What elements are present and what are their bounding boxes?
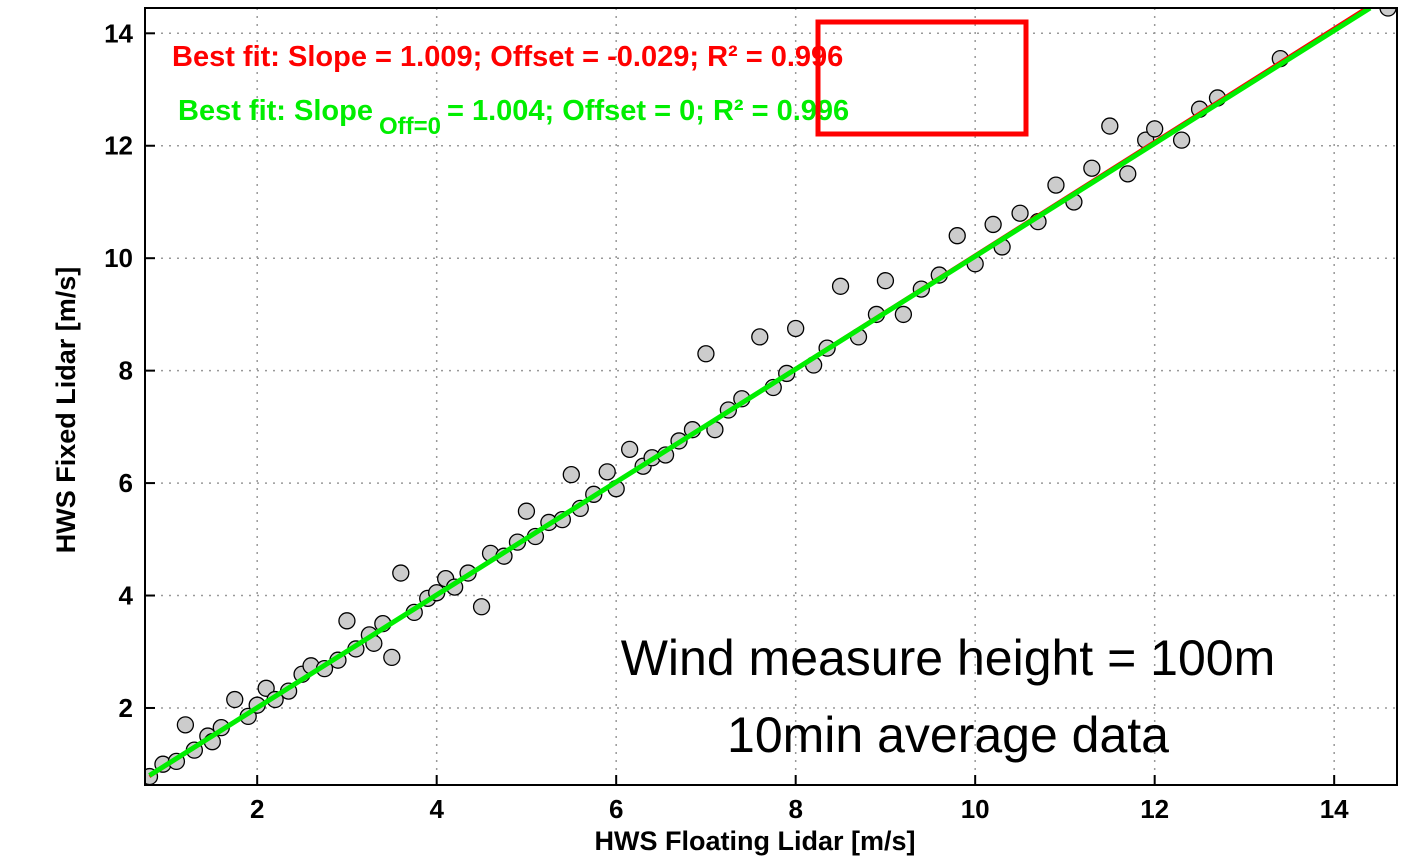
- grid: [145, 8, 1397, 785]
- y-axis-label: HWS Fixed Lidar [m/s]: [51, 267, 81, 554]
- point: [338, 612, 356, 630]
- point: [1011, 204, 1029, 222]
- fit-text: = 1.004; Offset = 0;: [447, 95, 705, 127]
- plot-frame: [144, 7, 1398, 786]
- y-tick-label: 4: [119, 581, 134, 611]
- point: [517, 502, 536, 520]
- fit-label: Best fit: Slope Off=0 = 1.004; Offset = 0;…: [178, 95, 849, 140]
- fit-r2: R² = 0.996: [713, 95, 849, 127]
- y-tick-label: 10: [104, 243, 133, 273]
- x-axis-label: HWS Floating Lidar [m/s]: [595, 826, 916, 856]
- point: [1119, 165, 1137, 183]
- point: [894, 305, 913, 324]
- x-tick-label: 10: [961, 794, 990, 824]
- x-tick-label: 12: [1140, 794, 1169, 824]
- y-tick-label: 8: [119, 356, 133, 386]
- x-tick-label: 4: [429, 794, 444, 824]
- point: [472, 598, 491, 616]
- point: [176, 716, 195, 734]
- x-tick-label: 2: [250, 794, 264, 824]
- y-tick-label: 2: [119, 693, 133, 723]
- point: [562, 465, 580, 484]
- point: [392, 564, 410, 582]
- point: [383, 648, 401, 667]
- x-tick-label: 6: [609, 794, 623, 824]
- fit-text: Best fit: Slope: [178, 95, 373, 127]
- point: [1172, 131, 1191, 149]
- point: [1083, 159, 1101, 177]
- fit-subscript: Off=0: [379, 113, 441, 140]
- point: [876, 272, 895, 290]
- highlight-box: [815, 19, 1029, 137]
- point: [948, 227, 966, 245]
- point: [620, 440, 639, 458]
- fit-text: Best fit: Slope = 1.009; Offset = -0.029…: [172, 41, 699, 73]
- point: [226, 690, 244, 709]
- y-tick-label: 14: [104, 18, 133, 48]
- point: [1101, 117, 1119, 135]
- fit-lines: [148, 8, 1372, 778]
- point: [787, 319, 805, 338]
- x-tick-label: 8: [788, 794, 802, 824]
- point: [1047, 176, 1065, 194]
- ticks: 2 4 6 8 10 12 14 2 4 6 8 10 12 14: [104, 18, 1349, 824]
- point: [697, 345, 715, 363]
- y-tick-label: 12: [104, 131, 133, 161]
- y-tick-label: 6: [119, 468, 133, 498]
- annotation: 10min average data: [727, 707, 1169, 763]
- point: [1146, 120, 1164, 138]
- x-tick-label: 14: [1320, 794, 1349, 824]
- point: [751, 328, 769, 346]
- point: [1379, 8, 1397, 17]
- point: [257, 679, 275, 697]
- point: [598, 463, 616, 481]
- fit-label: Best fit: Slope = 1.009; Offset = -0.029…: [172, 41, 843, 73]
- point: [831, 277, 850, 295]
- fit-r2: R² = 0.996: [707, 41, 843, 73]
- fit-line: [148, 8, 1372, 778]
- point: [984, 215, 1002, 234]
- annotation: Wind measure height = 100m: [621, 630, 1276, 686]
